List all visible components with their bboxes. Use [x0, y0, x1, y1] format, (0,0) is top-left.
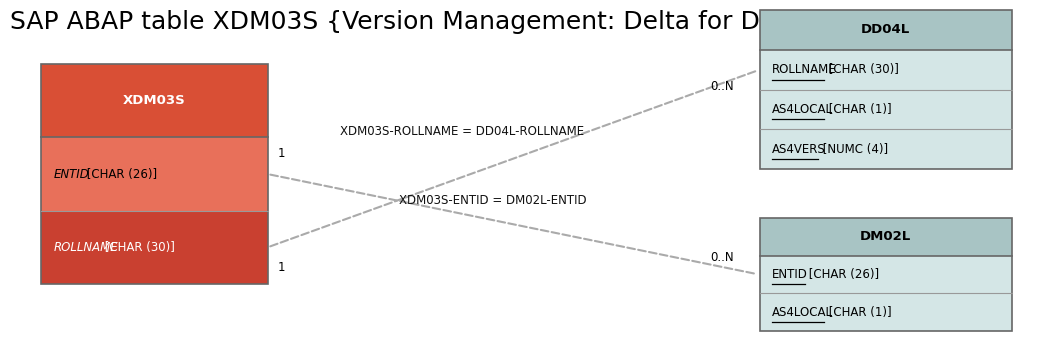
Text: [CHAR (26)]: [CHAR (26)] [83, 168, 157, 180]
FancyBboxPatch shape [760, 129, 1012, 169]
FancyBboxPatch shape [760, 90, 1012, 129]
Text: 1: 1 [277, 261, 286, 274]
Text: 1: 1 [277, 147, 286, 160]
Text: AS4LOCAL: AS4LOCAL [772, 103, 833, 116]
Text: [NUMC (4)]: [NUMC (4)] [819, 143, 888, 155]
Text: XDM03S-ENTID = DM02L-ENTID: XDM03S-ENTID = DM02L-ENTID [399, 194, 587, 208]
FancyBboxPatch shape [41, 64, 268, 138]
FancyBboxPatch shape [760, 50, 1012, 90]
FancyBboxPatch shape [41, 211, 268, 284]
Text: 0..N: 0..N [710, 251, 734, 264]
Text: [CHAR (1)]: [CHAR (1)] [825, 103, 891, 116]
Text: [CHAR (26)]: [CHAR (26)] [805, 268, 880, 281]
Text: [CHAR (30)]: [CHAR (30)] [101, 241, 175, 254]
FancyBboxPatch shape [760, 293, 1012, 331]
Text: DD04L: DD04L [861, 24, 910, 37]
Text: AS4VERS: AS4VERS [772, 143, 826, 155]
Text: AS4LOCAL: AS4LOCAL [772, 306, 833, 319]
FancyBboxPatch shape [760, 256, 1012, 293]
Text: SAP ABAP table XDM03S {Version Management: Delta for DM03S}: SAP ABAP table XDM03S {Version Managemen… [11, 10, 845, 34]
Text: DM02L: DM02L [860, 231, 912, 243]
Text: XDM03S: XDM03S [123, 94, 186, 107]
Text: 0..N: 0..N [710, 80, 734, 93]
Text: XDM03S-ROLLNAME = DD04L-ROLLNAME: XDM03S-ROLLNAME = DD04L-ROLLNAME [340, 125, 584, 138]
FancyBboxPatch shape [760, 10, 1012, 50]
Text: ENTID: ENTID [772, 268, 808, 281]
Text: ENTID: ENTID [54, 168, 90, 180]
Text: [CHAR (1)]: [CHAR (1)] [825, 306, 891, 319]
Text: [CHAR (30)]: [CHAR (30)] [825, 63, 899, 76]
FancyBboxPatch shape [760, 218, 1012, 256]
Text: ROLLNAME: ROLLNAME [772, 63, 837, 76]
FancyBboxPatch shape [41, 138, 268, 211]
Text: ROLLNAME: ROLLNAME [54, 241, 118, 254]
